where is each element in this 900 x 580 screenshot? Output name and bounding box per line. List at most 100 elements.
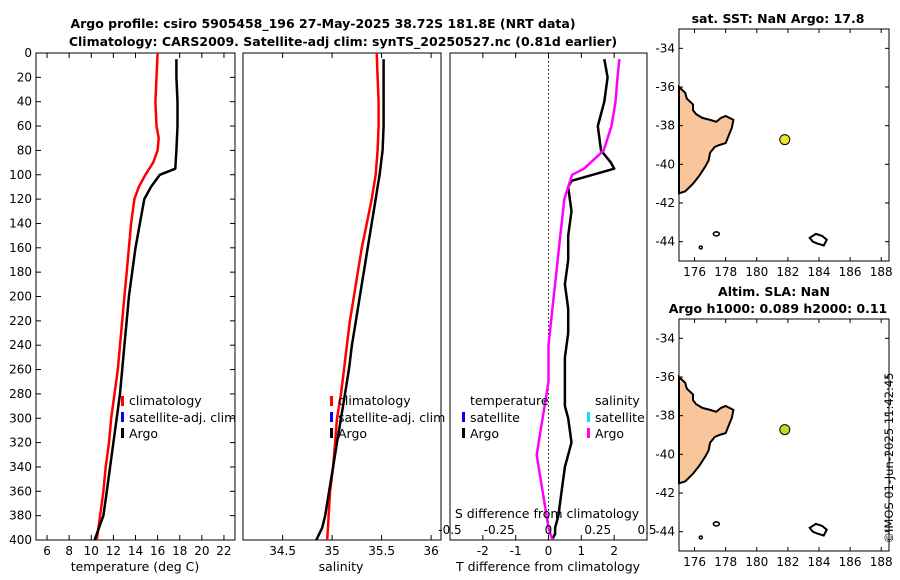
sla-map-title-line2: Argo h1000: 0.089 h2000: 0.11 (669, 301, 888, 316)
legend-swatch-s-argo (587, 428, 590, 438)
y-tick-label: -44 (655, 235, 675, 249)
y-tick-label: 220 (9, 314, 32, 328)
temperature-xlabel: temperature (deg C) (71, 559, 200, 574)
legend-swatch-climatology (121, 396, 124, 406)
y-tick-label: 360 (9, 484, 32, 498)
y-tick-label: 40 (17, 95, 32, 109)
sst-map-panel: 176 178 180 182 184 186 188 -34 -36 -38 -40 -42 -44 (655, 28, 893, 279)
y-tick-label: -36 (655, 80, 675, 94)
argo-location-marker (779, 424, 791, 436)
y-tick-label: 340 (9, 460, 32, 474)
legend-swatch-s-satellite (587, 412, 590, 422)
x-tick-label: 180 (745, 555, 768, 569)
y-tick-label: 160 (9, 241, 32, 255)
salinity-xlabel: salinity (319, 559, 364, 574)
legend-label-t-satellite: satellite (470, 410, 520, 425)
y-tick-label: -40 (655, 447, 675, 461)
legend-heading-salinity: salinity (595, 393, 640, 408)
legend-swatch-argo (330, 428, 333, 438)
y-tick-label: 60 (17, 119, 32, 133)
y-tick-label: -36 (655, 370, 675, 384)
x-tick-label: 16 (150, 544, 165, 558)
x-tick-label: 8 (65, 544, 73, 558)
legend-swatch-t-argo (462, 428, 465, 438)
x-tick-label: 35.5 (368, 544, 395, 558)
y-tick-label: 180 (9, 265, 32, 279)
x-tick-label: 36 (423, 544, 438, 558)
x-tick-label: 22 (216, 544, 231, 558)
x-tick-label: 186 (839, 555, 862, 569)
climatology-line (325, 52, 380, 541)
x-tick-label: 178 (714, 265, 737, 279)
legend-label-satellite: satellite-adj. clim (129, 410, 236, 425)
salinity-panel: 34.5 35 35.5 36 (242, 52, 442, 558)
x-tick-label: 188 (870, 265, 893, 279)
temperature-difference-line (550, 58, 616, 541)
north-island-land (678, 84, 735, 195)
y-tick-label: 20 (17, 70, 32, 84)
y-tick-label: 120 (9, 192, 32, 206)
difference-panel: -2 -1 0 1 2 -0.5 -0.25 0 0.25 0.5 (438, 52, 657, 558)
y-tick-label: -38 (655, 409, 675, 423)
temperature-panel: 6 8 10 12 14 16 18 20 22020406080100120140160180… (9, 46, 236, 558)
x-tick-label: 182 (776, 265, 799, 279)
x-tick-label: -1 (510, 544, 522, 558)
y-tick-label: -44 (655, 525, 675, 539)
y-tick-label: 260 (9, 363, 32, 377)
y-tick-label: -34 (655, 41, 675, 55)
y-tick-label: 240 (9, 338, 32, 352)
x-tick-label: 18 (172, 544, 187, 558)
x-tick-label: 6 (43, 544, 51, 558)
legend-swatch-climatology (330, 396, 333, 406)
x-tick-label: 176 (683, 555, 706, 569)
legend-label-s-satellite: satellite (595, 410, 645, 425)
x-tick-label: 182 (776, 555, 799, 569)
difference-legend-salinity: salinity satellite Argo (587, 393, 645, 441)
y-tick-label: 100 (9, 168, 32, 182)
x-tick-label: 2 (610, 544, 618, 558)
argo-line (315, 59, 385, 541)
x-tick-label: 178 (714, 555, 737, 569)
difference-legend-temperature: temperature satellite Argo (462, 393, 549, 441)
y-tick-label: 200 (9, 290, 32, 304)
y-tick-label: 400 (9, 533, 32, 547)
y-tick-label: 300 (9, 411, 32, 425)
y-tick-label: 0 (24, 46, 32, 60)
figure-title-line2: Climatology: CARS2009. Satellite-adj cli… (69, 34, 617, 50)
y-tick-label: -38 (655, 119, 675, 133)
legend-heading-temperature: temperature (470, 393, 549, 408)
y-tick-label: 280 (9, 387, 32, 401)
salinity-legend: climatology satellite-adj. clim Argo (330, 393, 445, 441)
sst-map-title: sat. SST: NaN Argo: 17.8 (692, 11, 865, 26)
sla-map-title-line1: Altim. SLA: NaN (718, 284, 830, 299)
argo-line (93, 59, 179, 541)
legend-label-climatology: climatology (338, 393, 411, 408)
x-tick-label: 20 (194, 544, 209, 558)
legend-label-s-argo: Argo (595, 426, 624, 441)
x-tick-label: 184 (808, 555, 831, 569)
legend-swatch-t-satellite (462, 412, 465, 422)
difference-top-label: S difference from climatology (455, 506, 640, 521)
s-x-tick-label: 0.25 (584, 523, 611, 537)
s-x-tick-label: -0.25 (484, 523, 515, 537)
legend-swatch-argo (121, 428, 124, 438)
legend-label-climatology: climatology (129, 393, 202, 408)
plot-frame (35, 52, 236, 541)
x-tick-label: 14 (128, 544, 143, 558)
plot-frame (242, 52, 442, 541)
x-tick-label: 12 (106, 544, 121, 558)
temperature-legend: climatology satellite-adj. clim Argo (121, 393, 236, 441)
figure-title-line1: Argo profile: csiro 5905458_196 27-May-2… (70, 16, 575, 32)
argo-location-marker (779, 134, 791, 146)
north-island-land (678, 374, 735, 485)
legend-swatch-satellite (121, 412, 124, 422)
legend-label-satellite: satellite-adj. clim (338, 410, 445, 425)
y-tick-label: -34 (655, 331, 675, 345)
x-tick-label: 34.5 (269, 544, 296, 558)
chatham-islands (808, 522, 829, 537)
y-tick-label: -42 (655, 196, 675, 210)
x-tick-label: 180 (745, 265, 768, 279)
y-tick-label: -42 (655, 486, 675, 500)
x-tick-label: 188 (870, 555, 893, 569)
